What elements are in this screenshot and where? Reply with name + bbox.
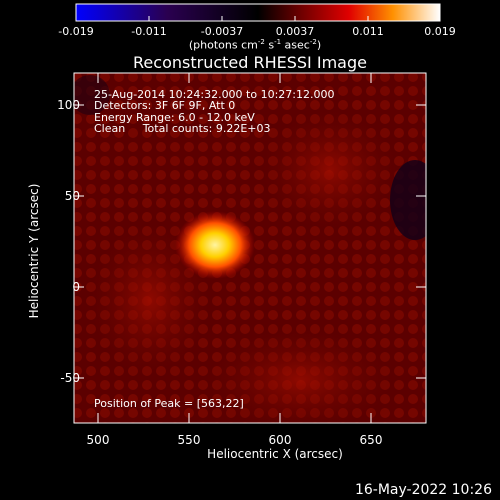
plot-frame <box>73 72 427 424</box>
colorbar-tick-label: 0.019 <box>424 25 456 38</box>
method-text: Clean Total counts: 9.22E+03 <box>94 122 271 135</box>
plot-title: Reconstructed RHESSI Image <box>133 53 367 72</box>
y-tick-label: 50 <box>64 189 80 203</box>
colorbar-tick-label: -0.019 <box>58 25 94 38</box>
rhessi-image <box>74 73 426 423</box>
flare-source <box>175 211 255 279</box>
colorbar-units: (photons cm-2 s-1 asec-2) <box>188 38 322 52</box>
y-tick-label: -50 <box>60 371 80 385</box>
colorbar-tick-label: -0.0037 <box>200 25 244 38</box>
colorbar <box>75 3 441 22</box>
colorbar-tick-label: 0.0037 <box>275 25 315 38</box>
colorbar-ticks <box>75 16 441 21</box>
energy-range-text: Energy Range: 6.0 - 12.0 keV <box>94 111 255 124</box>
y-tick-label: 0 <box>72 280 80 294</box>
y-axis-ticks <box>74 104 426 379</box>
peak-position-text: Position of Peak = [563,22] <box>94 397 244 410</box>
x-tick-label: 600 <box>268 433 292 447</box>
y-axis-label: Heliocentric Y (arcsec) <box>27 183 41 319</box>
detectors-text: Detectors: 3F 6F 9F, Att 0 <box>94 99 236 112</box>
x-tick-label: 650 <box>359 433 383 447</box>
x-tick-label: 550 <box>177 433 201 447</box>
colorbar-tick-label: -0.011 <box>131 25 167 38</box>
x-axis-label: Heliocentric X (arcsec) <box>207 447 343 461</box>
x-tick-label: 500 <box>86 433 110 447</box>
time-range-text: 25-Aug-2014 10:24:32.000 to 10:27:12.000 <box>94 88 335 101</box>
footer-timestamp: 16-May-2022 10:26 <box>354 482 492 498</box>
y-tick-label: 100 <box>57 98 80 112</box>
x-axis-ticks <box>97 73 372 423</box>
colorbar-tick-label: 0.011 <box>352 25 384 38</box>
